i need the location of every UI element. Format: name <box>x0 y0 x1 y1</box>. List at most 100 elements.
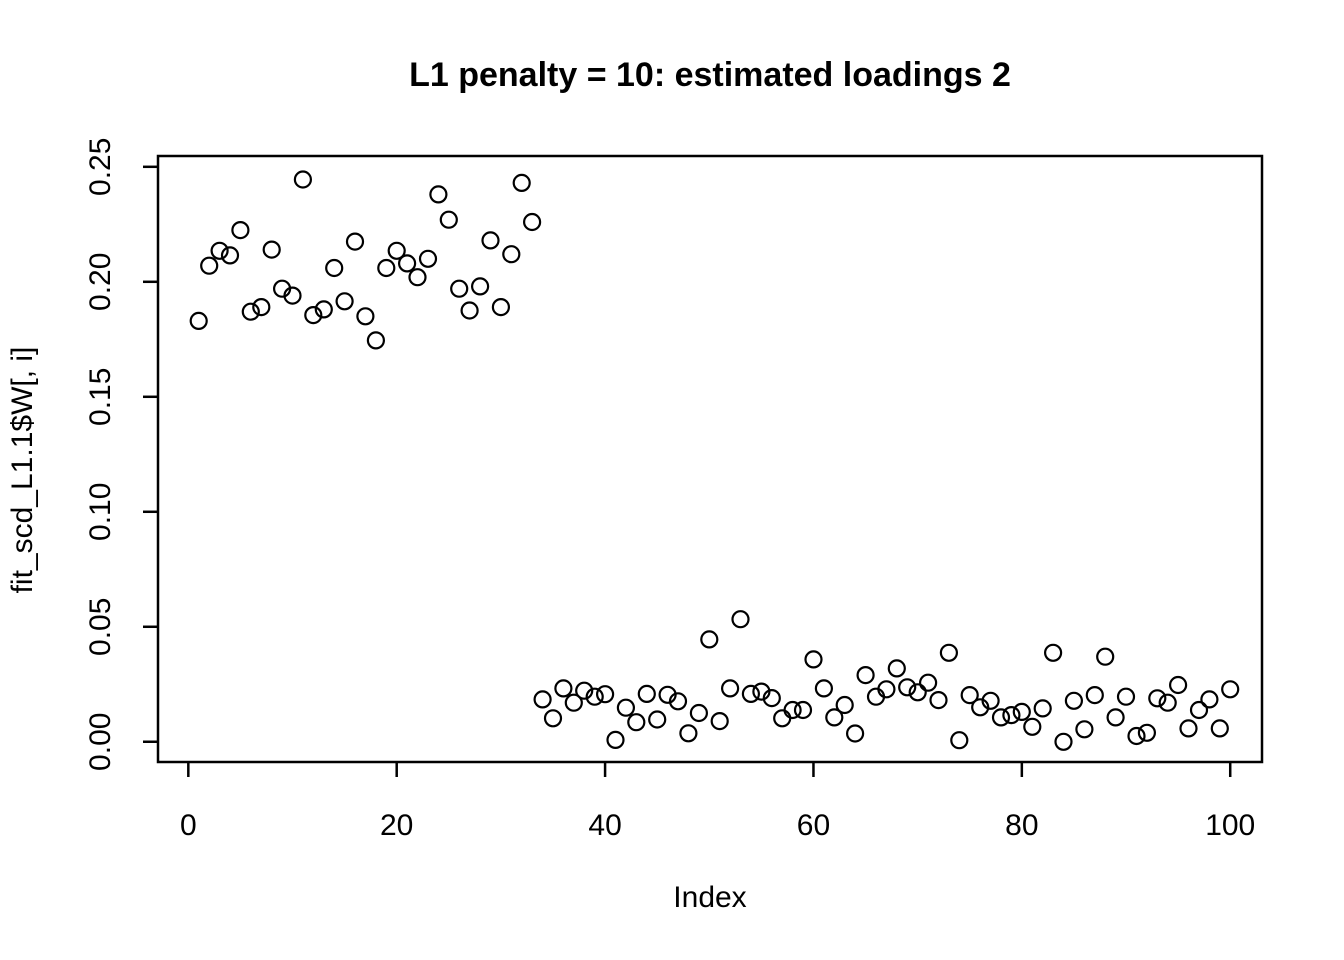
data-point <box>1043 643 1063 662</box>
data-point <box>1158 693 1177 712</box>
y-axis-tick-label: 0.10 <box>84 483 117 541</box>
data-point <box>408 268 427 287</box>
data-point <box>210 241 229 260</box>
data-point <box>825 708 844 727</box>
data-point <box>1096 647 1115 666</box>
data-point <box>783 700 802 720</box>
x-axis-tick-label: 0 <box>180 809 197 842</box>
y-axis-tick-label: 0.05 <box>84 598 117 656</box>
data-point <box>387 241 406 260</box>
x-axis-tick-label: 100 <box>1205 809 1255 842</box>
y-axis-label-text: fit_scd_L1.1$W[, i] <box>6 346 39 594</box>
data-point <box>491 298 510 317</box>
y-axis-tick-label: 0.25 <box>84 138 117 196</box>
x-axis-tick-label: 40 <box>588 809 621 842</box>
data-point <box>1127 726 1146 746</box>
data-point <box>460 301 479 320</box>
data-point <box>845 724 865 743</box>
data-point <box>773 709 792 728</box>
data-point <box>543 709 563 728</box>
data-point <box>418 249 438 268</box>
data-point <box>231 221 250 240</box>
x-axis-tick-label: 60 <box>797 809 830 842</box>
data-point <box>741 684 761 704</box>
data-point <box>564 693 583 712</box>
data-point <box>991 708 1011 727</box>
data-point <box>502 245 521 264</box>
data-point <box>335 292 354 311</box>
data-point <box>252 298 271 317</box>
data-point <box>1168 675 1188 695</box>
data-point <box>1012 702 1031 722</box>
data-point <box>898 678 917 697</box>
data-point <box>200 256 219 275</box>
x-axis-tick-label: 20 <box>380 809 413 842</box>
plot-box <box>156 154 1264 764</box>
data-point <box>731 610 750 629</box>
data-point <box>1064 691 1084 710</box>
data-point <box>533 690 552 709</box>
data-point <box>481 231 500 250</box>
data-point <box>627 713 646 732</box>
data-point <box>429 185 448 204</box>
data-point <box>575 681 594 700</box>
data-point <box>293 170 312 189</box>
data-point <box>648 710 667 729</box>
data-point <box>606 730 625 750</box>
data-point <box>585 687 604 706</box>
y-axis-tick-label: 0.00 <box>84 713 117 771</box>
data-point <box>1137 723 1157 742</box>
data-point <box>189 311 208 330</box>
data-point <box>554 679 573 698</box>
data-point <box>512 173 531 192</box>
data-point <box>304 306 323 325</box>
data-point <box>668 692 688 711</box>
data-point <box>471 277 490 296</box>
data-point <box>637 684 656 704</box>
data-point <box>793 700 813 720</box>
data-point <box>356 307 375 326</box>
data-point <box>689 703 709 723</box>
data-point <box>804 650 823 669</box>
y-axis-tick-label: 0.20 <box>84 253 117 311</box>
data-point <box>939 643 959 662</box>
data-point <box>679 724 698 743</box>
data-point <box>1023 717 1042 736</box>
data-point <box>856 665 875 685</box>
data-point <box>918 673 938 692</box>
data-point <box>1085 685 1104 705</box>
data-point <box>616 698 636 717</box>
data-point <box>366 331 385 350</box>
data-point <box>835 695 854 715</box>
data-point <box>522 212 542 232</box>
data-point <box>720 679 740 698</box>
x-axis-tick-label: 80 <box>1005 809 1038 842</box>
data-point <box>1189 700 1209 720</box>
data-point <box>929 690 948 710</box>
data-point <box>981 691 1000 710</box>
data-point <box>814 679 834 698</box>
data-point <box>908 683 927 702</box>
data-point <box>241 302 260 321</box>
chart-title: L1 penalty = 10: estimated loadings 2 <box>409 56 1011 94</box>
data-point <box>762 688 781 708</box>
data-point <box>887 659 906 678</box>
y-axis-tick-label: 0.15 <box>84 368 117 426</box>
data-point <box>1002 705 1021 725</box>
x-axis-label: Index <box>673 881 747 914</box>
data-point <box>325 258 344 278</box>
data-point <box>398 254 417 273</box>
data-point <box>450 279 469 298</box>
data-point <box>595 685 615 704</box>
data-point <box>960 685 979 705</box>
data-point <box>220 246 240 265</box>
data-point <box>1221 680 1240 699</box>
data-point <box>710 711 729 731</box>
data-point <box>1200 690 1219 709</box>
data-point <box>377 258 396 278</box>
data-point <box>700 630 719 649</box>
data-point <box>1106 708 1125 727</box>
data-point <box>1033 699 1052 718</box>
